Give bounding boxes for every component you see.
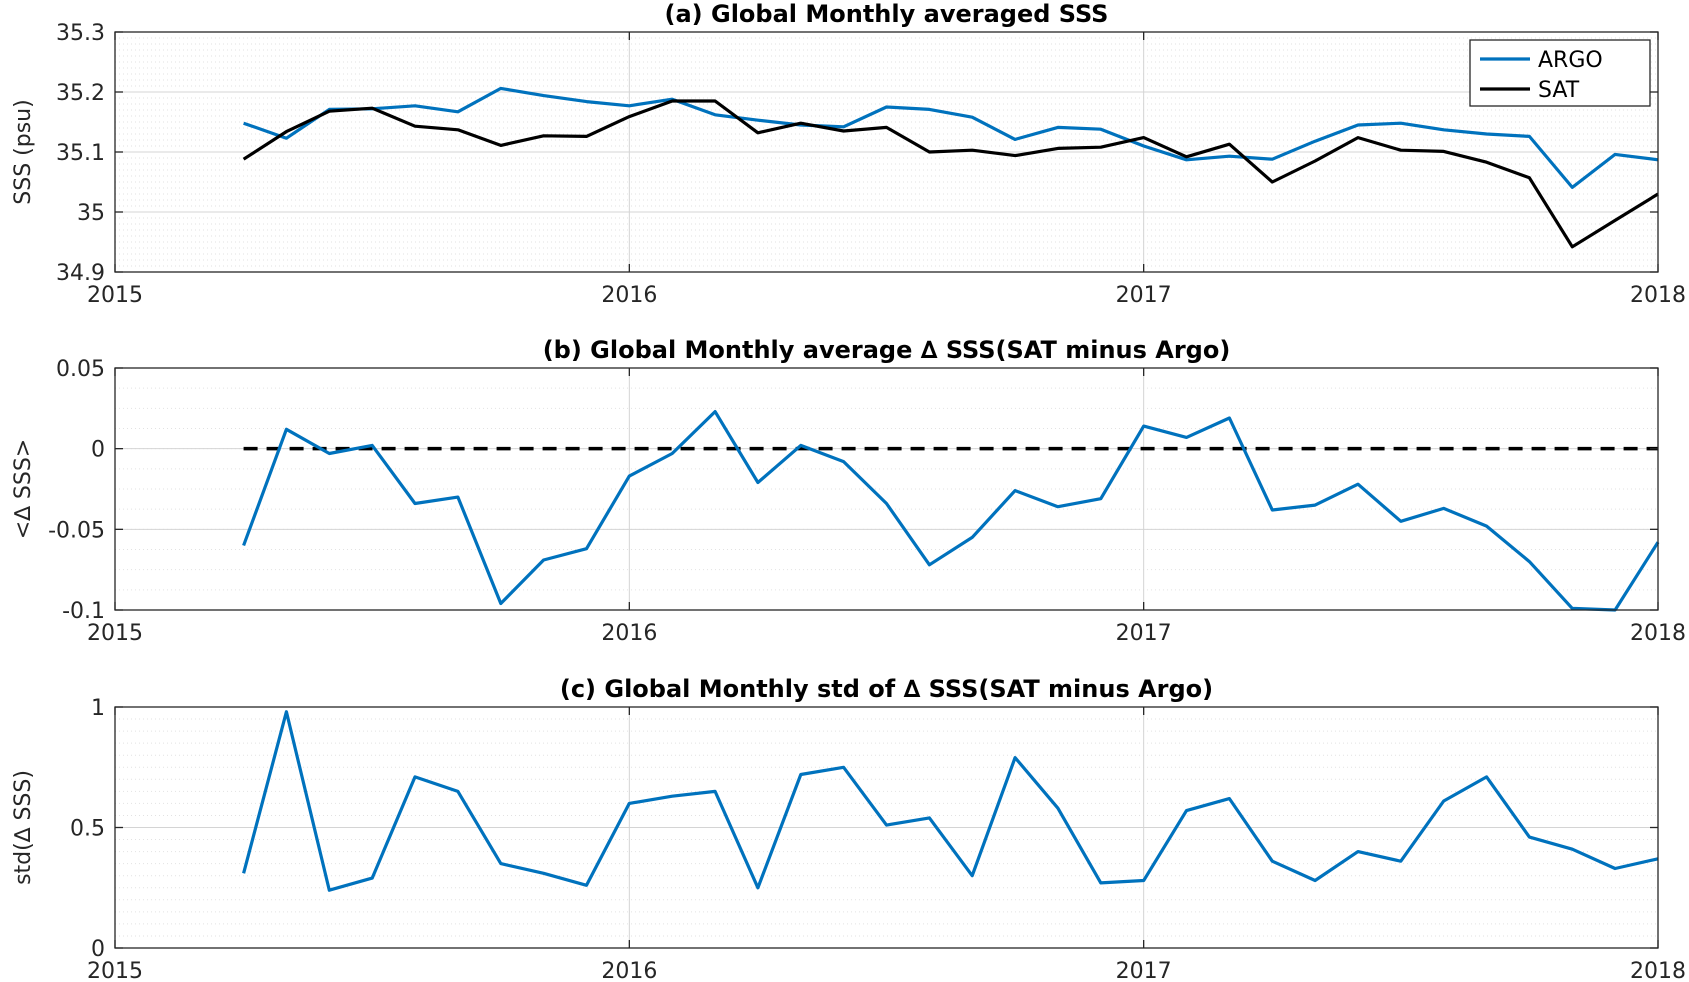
legend-box xyxy=(1469,39,1651,107)
legend-label-argo: ARGO xyxy=(1538,48,1603,73)
legend-label-sat: SAT xyxy=(1538,78,1580,103)
x-tick-label: 2018 xyxy=(1630,959,1686,982)
y-tick-label: 35.2 xyxy=(56,81,105,106)
chart-title: (b) Global Monthly average ∆ SSS(SAT min… xyxy=(543,336,1231,364)
x-tick-label: 2015 xyxy=(87,621,143,646)
panel-a: 2015 2016 2017 2018 34.9 35 35.1 35.2 35.3 (a) Gl… xyxy=(11,0,1686,308)
panel-b: 2015 2016 2017 2018 -0.1 -0.05 0 0.05 (b) Global… xyxy=(11,336,1686,646)
x-tick-label: 2016 xyxy=(601,959,657,982)
y-tick-label: 35 xyxy=(77,201,105,226)
x-tick-label: 2016 xyxy=(601,621,657,646)
y-axis-label: <∆ SSS> xyxy=(11,439,36,539)
axes-box xyxy=(114,367,1659,611)
chart-title: (c) Global Monthly std of ∆ SSS(SAT minu… xyxy=(560,675,1213,703)
y-tick-label: 34.9 xyxy=(56,261,105,286)
series-line-delta-sss xyxy=(242,710,1659,892)
series-line-delta-sss xyxy=(242,410,1660,612)
series-line-sat xyxy=(242,99,1659,249)
legend: ARGO SAT xyxy=(1469,39,1651,107)
x-tick-label: 2015 xyxy=(87,959,143,982)
chart-title: (a) Global Monthly averaged SSS xyxy=(665,0,1109,28)
y-tick-label: 0.05 xyxy=(56,357,105,382)
y-axis-label: SSS (psu) xyxy=(11,99,36,204)
y-tick-label: -0.05 xyxy=(48,518,105,543)
x-tick-label: 2017 xyxy=(1116,283,1172,308)
x-tick-label: 2015 xyxy=(87,283,143,308)
y-tick-label: 0.5 xyxy=(70,817,105,842)
panel-c: 2015 2016 2017 2018 0 0.5 1 (c) Global Monthly … xyxy=(11,675,1686,982)
x-tick-label: 2017 xyxy=(1116,621,1172,646)
y-tick-label: -0.1 xyxy=(62,599,105,624)
y-tick-label: 35.3 xyxy=(56,21,105,46)
y-tick-label: 1 xyxy=(91,696,105,721)
y-tick-label: 35.1 xyxy=(56,141,105,166)
y-tick-label: 0 xyxy=(91,937,105,962)
y-axis-label: std(∆ SSS) xyxy=(11,770,36,885)
series-line-argo xyxy=(243,86,1659,189)
x-tick-label: 2016 xyxy=(601,283,657,308)
x-tick-label: 2018 xyxy=(1630,621,1686,646)
y-tick-label: 0 xyxy=(91,438,105,463)
plot-area xyxy=(115,368,1658,610)
x-tick-label: 2018 xyxy=(1630,283,1686,308)
x-tick-label: 2017 xyxy=(1116,959,1172,982)
